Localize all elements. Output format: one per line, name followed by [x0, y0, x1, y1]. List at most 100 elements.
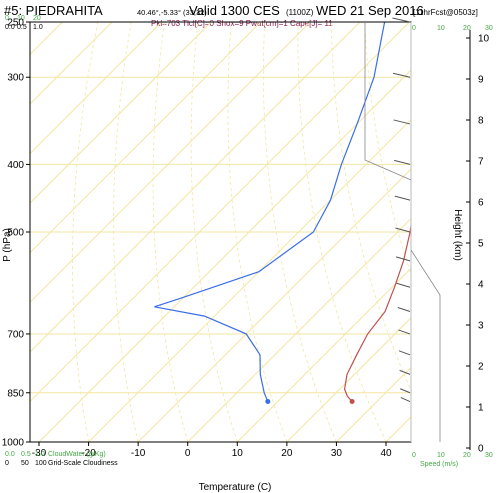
isotherm-line — [336, 366, 411, 442]
temperature-tick-label: 40 — [380, 448, 392, 459]
isotherm-line — [436, 22, 500, 442]
top-water-row-1: 10 — [17, 15, 25, 22]
wind-barb — [397, 307, 411, 312]
dry-adiabat — [262, 22, 337, 442]
dry-adiabat — [297, 22, 387, 442]
temperature-axis: -30 -20 -10 0 10 20 30 40 — [32, 442, 392, 459]
bottom-water-tick-1: 0.5 — [21, 451, 31, 458]
valid-time: Valid 1300 CES — [189, 3, 280, 18]
station-coords: 40.46°,-5.33° (33,32) — [137, 8, 207, 17]
stability-indices: Pkl=703 Tlcl[C]=0 Shox=9 Pwat[cm]=1 Cape… — [151, 19, 333, 28]
y-axis-label: P (hPa) — [2, 228, 13, 262]
utc-time: (1100Z) — [286, 8, 314, 17]
speed-label: Speed (m/s) — [420, 461, 458, 468]
surface-temperature-point — [349, 399, 355, 405]
top-water-tick-2: 1.0 — [33, 24, 43, 31]
speed-top-tick-0: 0 — [412, 25, 416, 32]
isotherm-line — [30, 22, 113, 105]
height-tick-label: 0 — [478, 444, 484, 455]
wind-barb — [395, 256, 411, 262]
speed-bottom-tick-0: 0 — [412, 452, 416, 459]
dry-adiabat — [330, 22, 411, 392]
dewpoint-line — [154, 22, 386, 402]
height-axis-label: Height (km) — [452, 209, 463, 261]
pressure-tick-label: 500 — [7, 228, 24, 239]
wind-barb — [393, 119, 411, 125]
speed-scale: 0 10 20 30 0 10 20 30 Speed (m/s) — [412, 25, 493, 468]
pressure-tick-label: 250 — [7, 18, 24, 29]
isotherm-line — [236, 267, 411, 442]
isotherm-line — [286, 317, 411, 442]
x-axis-label: Temperature (C) — [199, 482, 272, 493]
dry-adiabat — [113, 22, 139, 442]
temperature-tick-label: -20 — [81, 448, 96, 459]
temperature-tick-label: 30 — [331, 448, 343, 459]
temperature-tick-label: -10 — [131, 448, 146, 459]
wind-barb — [400, 388, 411, 394]
height-tick-label: 4 — [478, 280, 484, 291]
temperature-tick-label: 20 — [281, 448, 293, 459]
valid-date: WED 21 Sep 2016 — [316, 3, 424, 18]
wind-barb — [399, 369, 411, 375]
top-water-row-2: 20 — [33, 15, 41, 22]
height-tick-label: 10 — [478, 34, 490, 45]
dry-adiabat — [227, 22, 288, 442]
speed-bottom-tick-1: 10 — [437, 452, 445, 459]
bottom-cover-tick-2: 100 — [35, 460, 47, 467]
pressure-tick-label: 850 — [7, 388, 24, 399]
speed-top-tick-1: 10 — [437, 25, 445, 32]
height-tick-label: 2 — [478, 362, 484, 373]
isotherm-line — [30, 22, 162, 155]
top-water-row-0: 0 — [5, 15, 9, 22]
pressure-tick-label: 300 — [7, 73, 24, 84]
height-tick-label: 8 — [478, 116, 484, 127]
isobar-grid — [30, 21, 411, 443]
wind-barb — [400, 397, 411, 403]
wind-panel — [364, 17, 441, 442]
pressure-axis: 250 300 400 500 700 850 1000 — [2, 18, 30, 449]
isotherm-line — [30, 22, 212, 204]
wind-barb — [394, 159, 411, 165]
wind-barb — [395, 227, 411, 233]
bottom-cover-tick-0: 0 — [5, 460, 9, 467]
top-water-tick-0: 0.0 — [5, 24, 15, 31]
pressure-tick-label: 1000 — [2, 438, 25, 449]
temperature-line — [343, 221, 411, 402]
bottom-cloud-scale: 0.0 0.5 1.0 CloudWater (g/Kg) 0 50 100 G… — [5, 451, 118, 467]
height-axis: 0 1 2 3 4 5 6 7 8 9 10 — [466, 30, 490, 455]
dry-adiabat — [152, 22, 189, 442]
cloudwater-label: CloudWater (g/Kg) — [48, 451, 106, 458]
station-title: #5: PIEDRAHITA — [4, 3, 103, 18]
profile-lines — [154, 22, 411, 405]
height-tick-label: 1 — [478, 403, 484, 414]
speed-bottom-tick-2: 20 — [463, 452, 471, 459]
temperature-tick-label: 10 — [232, 448, 244, 459]
height-tick-label: 5 — [478, 239, 484, 250]
speed-top-tick-2: 20 — [463, 25, 471, 32]
wind-barb — [396, 282, 411, 288]
height-tick-label: 7 — [478, 157, 484, 168]
bottom-water-tick-2: 1.0 — [35, 451, 45, 458]
temperature-tick-label: 0 — [185, 448, 191, 459]
forecast-label: [11hrFcst@0503z] — [413, 8, 478, 17]
terrain-line — [364, 22, 412, 181]
speed-bottom-tick-3: 30 — [485, 452, 493, 459]
wind-barb — [398, 329, 411, 335]
surface-dewpoint-point — [265, 399, 271, 405]
cloudiness-label: Grid-Scale Cloudiness — [48, 460, 118, 467]
wind-barb — [392, 72, 411, 78]
bottom-water-tick-0: 0.0 — [5, 451, 15, 458]
height-tick-label: 9 — [478, 75, 484, 86]
dry-adiabat — [190, 22, 238, 442]
height-tick-label: 3 — [478, 321, 484, 332]
speed-top-tick-3: 30 — [485, 25, 493, 32]
bottom-cover-tick-1: 50 — [21, 460, 29, 467]
wind-barb — [394, 195, 411, 201]
temperature-tick-label: -30 — [32, 448, 47, 459]
wind-barb — [392, 17, 411, 23]
terrain-line — [410, 249, 441, 442]
pressure-tick-label: 700 — [7, 329, 24, 340]
top-cloud-scale: 0 10 20 0.0 0.5 1.0 — [5, 15, 43, 31]
pressure-tick-label: 400 — [7, 160, 24, 171]
